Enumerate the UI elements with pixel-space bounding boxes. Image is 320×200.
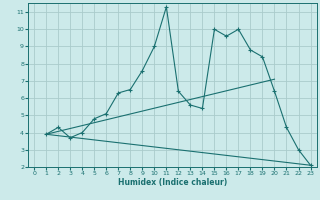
X-axis label: Humidex (Indice chaleur): Humidex (Indice chaleur) (118, 178, 227, 187)
